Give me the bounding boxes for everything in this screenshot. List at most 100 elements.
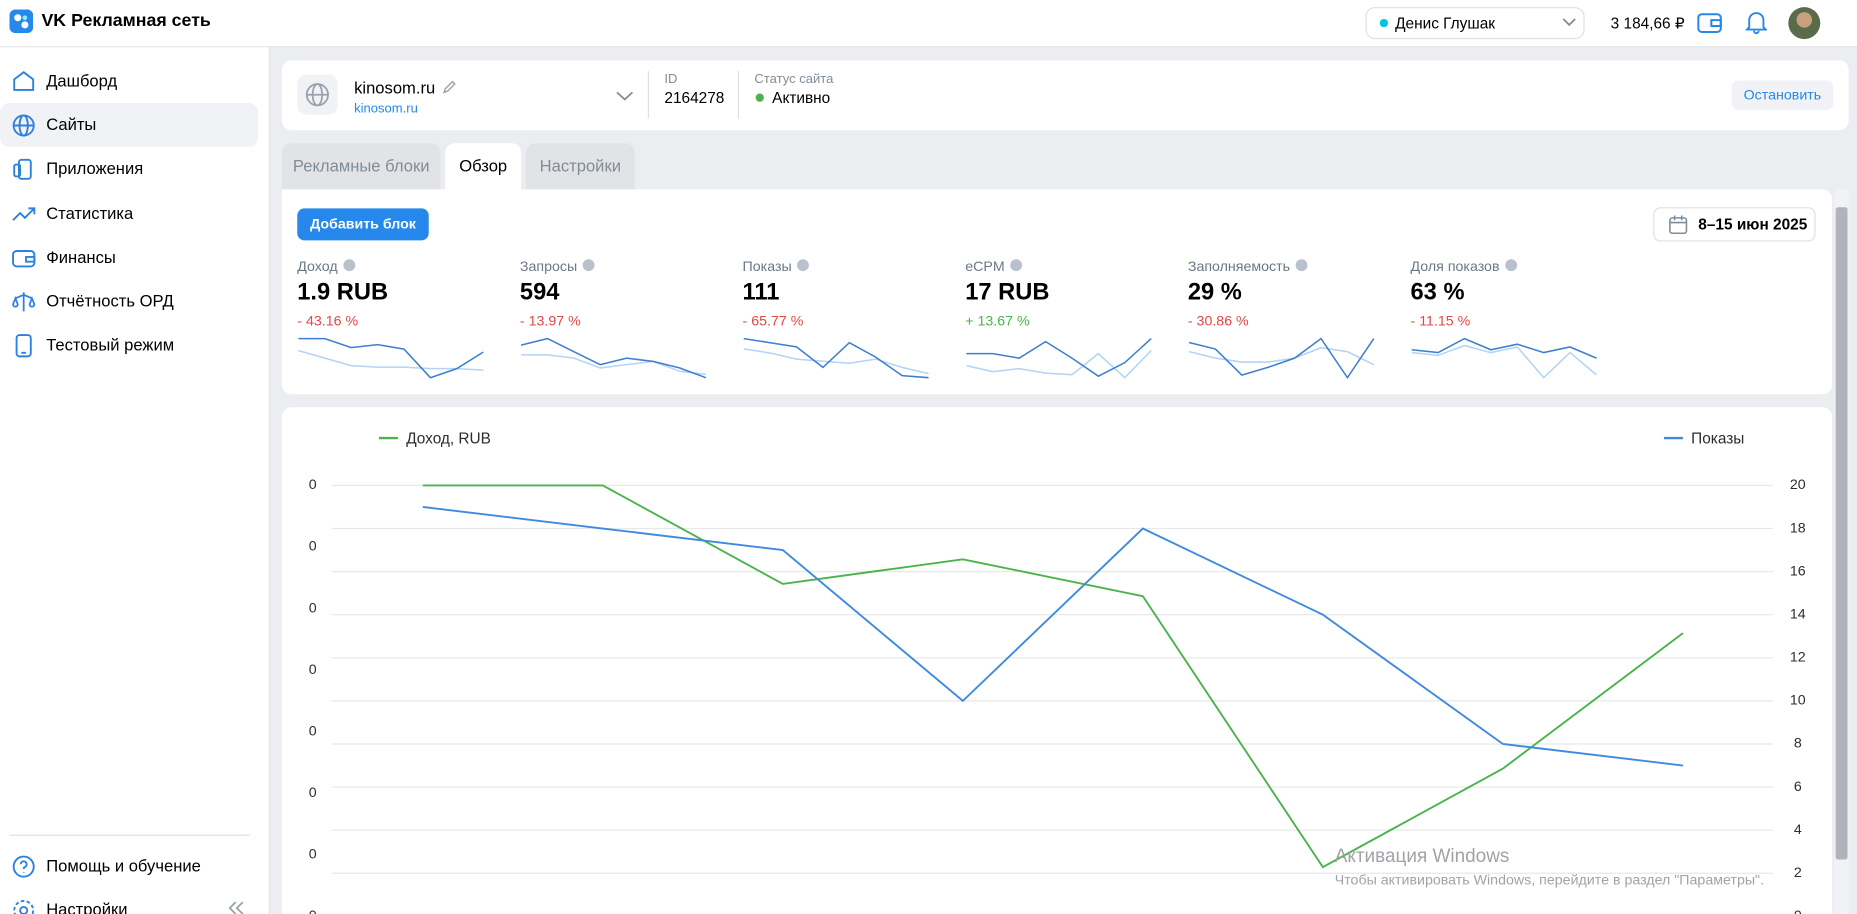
help-icon[interactable] — [797, 259, 809, 272]
sidebar-item[interactable]: Тестовый режим — [0, 323, 258, 367]
sparkline-current — [1411, 337, 1597, 359]
site-chevron[interactable] — [616, 90, 634, 102]
sparkline — [520, 337, 707, 379]
bell-icon[interactable] — [1745, 11, 1767, 35]
metric-change: + 13.67 % — [965, 312, 1030, 330]
y2-tick-label: 10 — [1790, 693, 1806, 709]
sidebar-label: Тестовый режим — [46, 335, 175, 355]
site-name: kinosom.ru — [354, 78, 436, 98]
add-block-button[interactable]: Добавить блок — [297, 208, 429, 241]
tab[interactable]: Рекламные блоки — [281, 143, 441, 190]
y2-tick-label: 18 — [1790, 520, 1806, 536]
y2-tick-label: 0 — [1794, 908, 1802, 914]
sidebar-icon — [12, 249, 36, 268]
metric-label: eCPM — [965, 258, 1005, 275]
tab[interactable]: Настройки — [525, 143, 635, 190]
sidebar-icon — [13, 71, 35, 91]
help-icon[interactable] — [1505, 259, 1518, 272]
watermark-title: Активация Windows — [1334, 846, 1510, 867]
divider — [647, 71, 650, 119]
sidebar-label: Статистика — [46, 203, 134, 223]
help-icon[interactable] — [343, 259, 356, 272]
status-value: Активно — [772, 88, 831, 107]
site-link[interactable]: kinosom.ru — [354, 101, 418, 117]
avatar[interactable] — [1788, 7, 1821, 40]
help-icon[interactable] — [1295, 259, 1308, 272]
globe-icon — [305, 83, 329, 107]
y2-tick-label: 8 — [1794, 736, 1802, 752]
sidebar-item[interactable]: Настройки — [0, 887, 258, 914]
sidebar-item[interactable]: Статистика — [0, 191, 258, 235]
sidebar — [0, 47, 271, 914]
sparkline-previous — [966, 350, 1152, 379]
separator — [9, 834, 250, 836]
metric-value: 17 RUB — [965, 279, 1050, 306]
sparkline — [298, 337, 484, 379]
chart: 0 2 4 6 8 10 12 14 16 18 20 0 0 0 0 0 0 0 0 Доход, RUB Показ… — [309, 430, 1806, 914]
overview-card — [281, 189, 1833, 395]
sidebar-item[interactable]: Сайты — [0, 103, 259, 148]
y-tick-label: 0 — [309, 477, 317, 493]
sparkline — [743, 337, 929, 379]
y-tick-label: 0 — [309, 908, 317, 914]
account-dot — [1379, 18, 1389, 28]
tab[interactable]: Обзор — [445, 143, 522, 190]
divider — [737, 71, 740, 119]
sidebar-item[interactable]: Отчётность ОРД — [0, 279, 258, 323]
edit-icon[interactable] — [442, 79, 457, 94]
metric-label: Доля показов — [1410, 258, 1500, 275]
metric-value: 594 — [519, 279, 560, 306]
date-range: 8–15 июн 2025 — [1698, 215, 1808, 234]
metric-label: Запросы — [519, 258, 578, 275]
sparkline-current — [1188, 337, 1375, 380]
stop-button[interactable]: Остановить — [1731, 80, 1834, 111]
site-card — [281, 60, 1849, 131]
chevron — [1562, 18, 1576, 27]
sidebar-item[interactable]: Приложения — [0, 147, 258, 191]
sparkline-current — [298, 337, 484, 379]
sparkline — [1411, 337, 1597, 379]
y2-tick-label: 14 — [1790, 606, 1806, 622]
y2-tick-label: 4 — [1794, 822, 1802, 838]
metric-change: - 30.86 % — [1187, 312, 1249, 330]
sidebar-label: Финансы — [46, 247, 116, 267]
sidebar-icon — [13, 899, 35, 914]
metric-change: - 43.16 % — [297, 312, 359, 330]
legend-label: Доход, RUB — [406, 430, 491, 447]
metric-label: Заполняемость — [1187, 258, 1291, 275]
y2-tick-label: 2 — [1794, 865, 1802, 881]
y-tick-label: 0 — [309, 539, 317, 555]
logo[interactable] — [9, 9, 34, 34]
sidebar-icon — [12, 855, 35, 878]
metric-value: 111 — [742, 279, 780, 306]
sparkline-current — [743, 337, 929, 379]
sidebar-label: Отчётность ОРД — [46, 291, 174, 311]
y2-tick-label: 16 — [1790, 563, 1806, 579]
metric-change: - 13.97 % — [519, 312, 581, 330]
sparkline-current — [966, 338, 1152, 378]
sidebar-item[interactable]: Дашборд — [0, 59, 258, 103]
metric-value: 63 % — [1410, 279, 1465, 306]
sidebar-item[interactable]: Финансы — [0, 235, 258, 279]
series-line — [422, 506, 1684, 767]
account-select[interactable] — [1365, 7, 1585, 40]
scrollbar-thumb[interactable] — [1835, 207, 1848, 860]
y-tick-label: 0 — [309, 723, 317, 739]
sidebar-icon — [12, 292, 36, 312]
metric-value: 29 % — [1187, 279, 1242, 306]
help-icon[interactable] — [582, 259, 595, 272]
sparkline-previous — [1188, 346, 1375, 366]
legend-label: Показы — [1691, 430, 1744, 447]
date-button[interactable] — [1653, 207, 1816, 242]
sidebar-label: Настройки — [46, 899, 128, 914]
help-icon[interactable] — [1010, 259, 1023, 272]
collapse-icon[interactable] — [225, 900, 246, 914]
sparkline-previous — [521, 354, 706, 376]
metric-change: - 65.77 % — [742, 312, 804, 330]
y-tick-label: 0 — [309, 785, 317, 801]
wallet-icon[interactable] — [1697, 11, 1723, 35]
sidebar-item[interactable]: Помощь и обучение — [0, 844, 258, 888]
sidebar-icon — [13, 159, 32, 181]
